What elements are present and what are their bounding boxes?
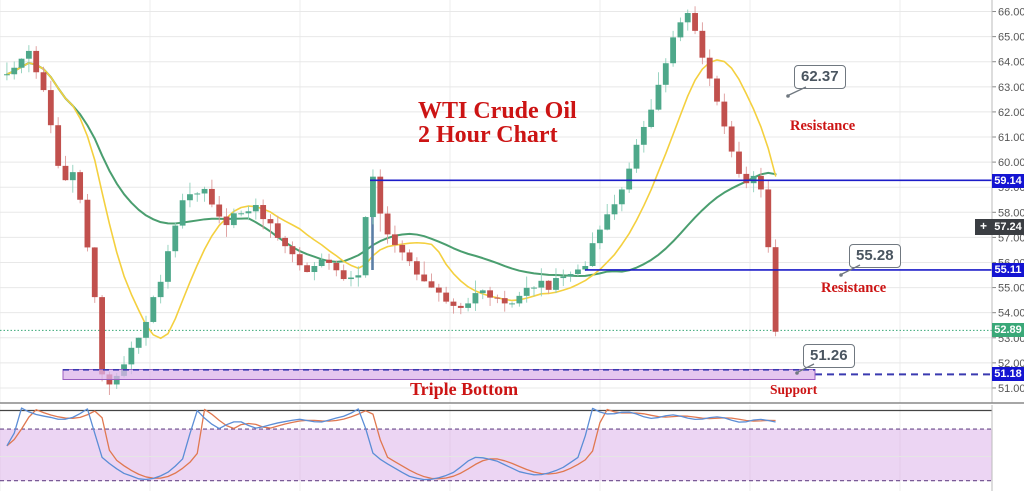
svg-text:54.00: 54.00 [998,308,1024,320]
svg-text:61.00: 61.00 [998,132,1024,144]
svg-text:64.00: 64.00 [998,57,1024,69]
svg-text:55.00: 55.00 [998,283,1024,295]
svg-text:62.00: 62.00 [998,107,1024,119]
svg-text:60.00: 60.00 [998,157,1024,169]
svg-text:63.00: 63.00 [998,82,1024,94]
svg-text:58.00: 58.00 [998,207,1024,219]
svg-text:51.00: 51.00 [998,383,1024,395]
svg-text:65.00: 65.00 [998,32,1024,44]
svg-text:66.00: 66.00 [998,7,1024,19]
